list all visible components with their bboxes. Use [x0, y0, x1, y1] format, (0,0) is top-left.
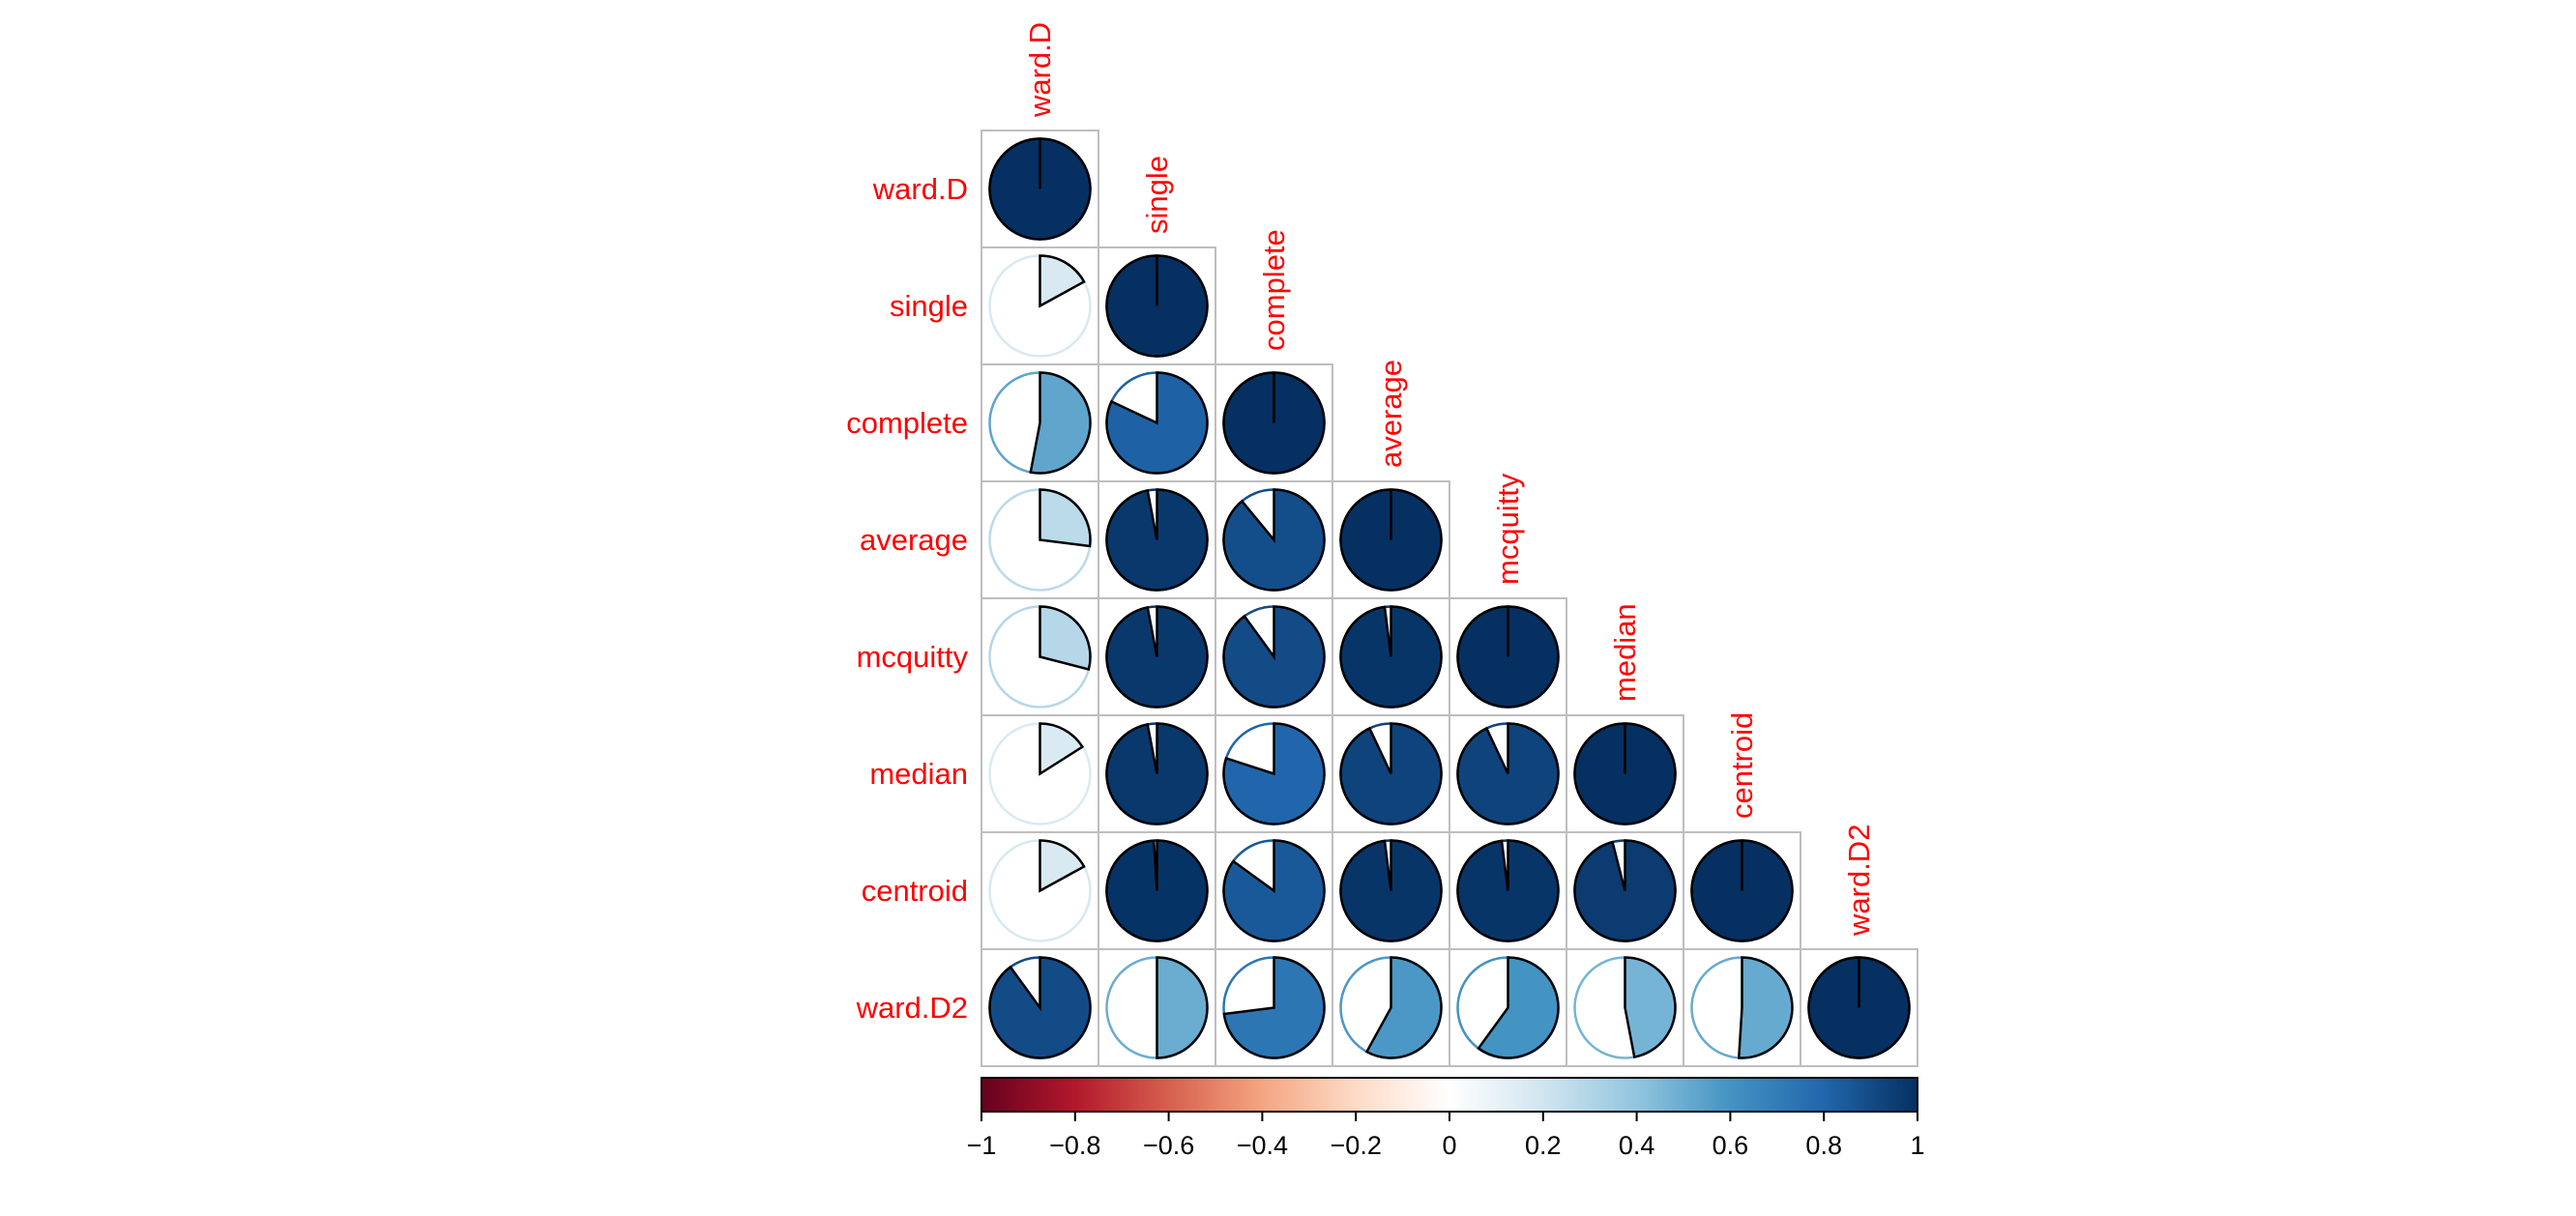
col-label-ward-d2: ward.D2 [1842, 825, 1876, 937]
pie-slice-mcquitty-single [1105, 605, 1209, 709]
grid-cell-ward-d2-ward-d2 [1800, 948, 1918, 1067]
pie-median-median [1573, 722, 1677, 825]
pie-centroid-mcquitty [1456, 839, 1560, 942]
col-label-average: average [1374, 360, 1408, 468]
pie-slice-centroid-ward-d [1039, 839, 1086, 893]
pie-slice-ward-d2-mcquitty [1477, 956, 1560, 1059]
pie-ward-d-ward-d [988, 137, 1092, 241]
col-label-complete: complete [1257, 229, 1291, 351]
row-label-median: median [869, 757, 968, 791]
pie-slice-ward-d2-single [1156, 956, 1209, 1059]
grid-layer [981, 130, 1918, 1067]
pie-slice-centroid-single [1105, 839, 1209, 942]
pie-complete-ward-d [988, 371, 1092, 475]
col-label-median: median [1608, 603, 1642, 702]
pie-slice-centroid-average [1339, 839, 1443, 942]
row-label-complete: complete [846, 406, 968, 440]
row-label-ward-d: ward.D [872, 172, 968, 206]
pie-slice-complete-single [1105, 371, 1209, 475]
pie-average-average [1339, 488, 1443, 592]
row-label-average: average [860, 523, 968, 557]
pie-median-complete [1222, 722, 1326, 825]
pie-median-average [1339, 722, 1443, 825]
pie-mcquitty-mcquitty [1456, 605, 1560, 709]
colorbar-tick-label: 0.4 [1619, 1131, 1655, 1160]
pie-centroid-single [1105, 839, 1209, 942]
pie-ward-d2-average [1339, 956, 1443, 1059]
pie-slice-centroid-median [1573, 839, 1677, 942]
row-label-ward-d2: ward.D2 [856, 991, 968, 1025]
pie-ward-d2-ward-d [988, 956, 1092, 1059]
pie-average-single [1105, 488, 1209, 592]
pie-slice-median-complete [1222, 722, 1326, 825]
pie-ward-d2-ward-d2 [1807, 956, 1911, 1059]
pie-complete-complete [1222, 371, 1326, 475]
colorbar-tick-label: 1 [1910, 1131, 1924, 1160]
pie-single-ward-d [988, 254, 1092, 358]
col-label-mcquitty: mcquitty [1491, 473, 1525, 585]
pie-ward-d2-mcquitty [1456, 956, 1560, 1059]
pie-ward-d2-median [1573, 956, 1677, 1059]
pie-median-ward-d [988, 722, 1092, 825]
pie-slice-mcquitty-ward-d [1039, 605, 1092, 671]
colorbar: −1 −0.8 −0.6 −0.4 −0.2 0 0.2 0.4 0.6 0.8 1 [967, 1077, 1925, 1160]
pie-mcquitty-single [1105, 605, 1209, 709]
pie-centroid-median [1573, 839, 1677, 942]
colorbar-tick-label: −0.4 [1237, 1131, 1288, 1160]
pie-ward-d2-complete [1222, 956, 1326, 1059]
pie-slice-complete-ward-d [1029, 371, 1092, 475]
colorbar-tick-label: −1 [967, 1131, 997, 1160]
pie-average-complete [1222, 488, 1326, 592]
pie-slice-centroid-complete [1222, 839, 1326, 942]
pie-average-ward-d [988, 488, 1092, 592]
row-label-centroid: centroid [862, 874, 968, 908]
marks-layer [988, 137, 1911, 1059]
colorbar-tick-label: −0.2 [1331, 1131, 1382, 1160]
pie-centroid-average [1339, 839, 1443, 942]
col-label-ward-d: ward.D [1023, 22, 1057, 118]
pie-median-single [1105, 722, 1209, 825]
pie-slice-average-single [1105, 488, 1209, 592]
col-label-single: single [1140, 156, 1174, 234]
pie-slice-ward-d2-centroid [1737, 956, 1794, 1059]
colorbar-tick-label: 0.6 [1712, 1131, 1749, 1160]
colorbar-tick-label: 0.8 [1805, 1131, 1842, 1160]
pie-centroid-centroid [1690, 839, 1794, 942]
colorbar-gradient [981, 1077, 1918, 1113]
pie-complete-single [1105, 371, 1209, 475]
pie-centroid-complete [1222, 839, 1326, 942]
pie-slice-ward-d2-complete [1222, 956, 1326, 1059]
colorbar-tick-label: 0 [1442, 1131, 1456, 1160]
pie-mcquitty-average [1339, 605, 1443, 709]
colorbar-tick-label: −0.6 [1143, 1131, 1194, 1160]
pie-slice-ward-d2-average [1364, 956, 1443, 1059]
pie-ward-d2-single [1105, 956, 1209, 1059]
pie-slice-ward-d2-ward-d [988, 956, 1092, 1059]
pie-slice-median-mcquitty [1456, 722, 1560, 825]
pie-single-single [1105, 254, 1209, 358]
pie-mcquitty-complete [1222, 605, 1326, 709]
pie-slice-centroid-mcquitty [1456, 839, 1560, 942]
pie-slice-single-ward-d [1039, 254, 1086, 308]
pie-slice-ward-d2-median [1624, 956, 1677, 1059]
row-label-single: single [890, 289, 968, 323]
pie-slice-average-ward-d [1039, 488, 1092, 548]
pie-slice-median-single [1105, 722, 1209, 825]
pie-slice-median-average [1339, 722, 1443, 825]
colorbar-tick-label: 0.2 [1525, 1131, 1562, 1160]
pie-slice-mcquitty-complete [1222, 605, 1326, 709]
labels-layer: ward.D ward.D single single complete complete… [846, 22, 1876, 1025]
pie-slice-mcquitty-average [1339, 605, 1443, 709]
pie-centroid-ward-d [988, 839, 1092, 942]
pie-slice-average-complete [1222, 488, 1326, 592]
colorbar-tick-label: −0.8 [1049, 1131, 1100, 1160]
pie-slice-median-ward-d [1039, 722, 1085, 776]
row-label-mcquitty: mcquitty [857, 640, 969, 674]
col-label-centroid: centroid [1725, 712, 1759, 819]
pie-mcquitty-ward-d [988, 605, 1092, 709]
pie-ward-d2-centroid [1690, 956, 1794, 1059]
pie-median-mcquitty [1456, 722, 1560, 825]
